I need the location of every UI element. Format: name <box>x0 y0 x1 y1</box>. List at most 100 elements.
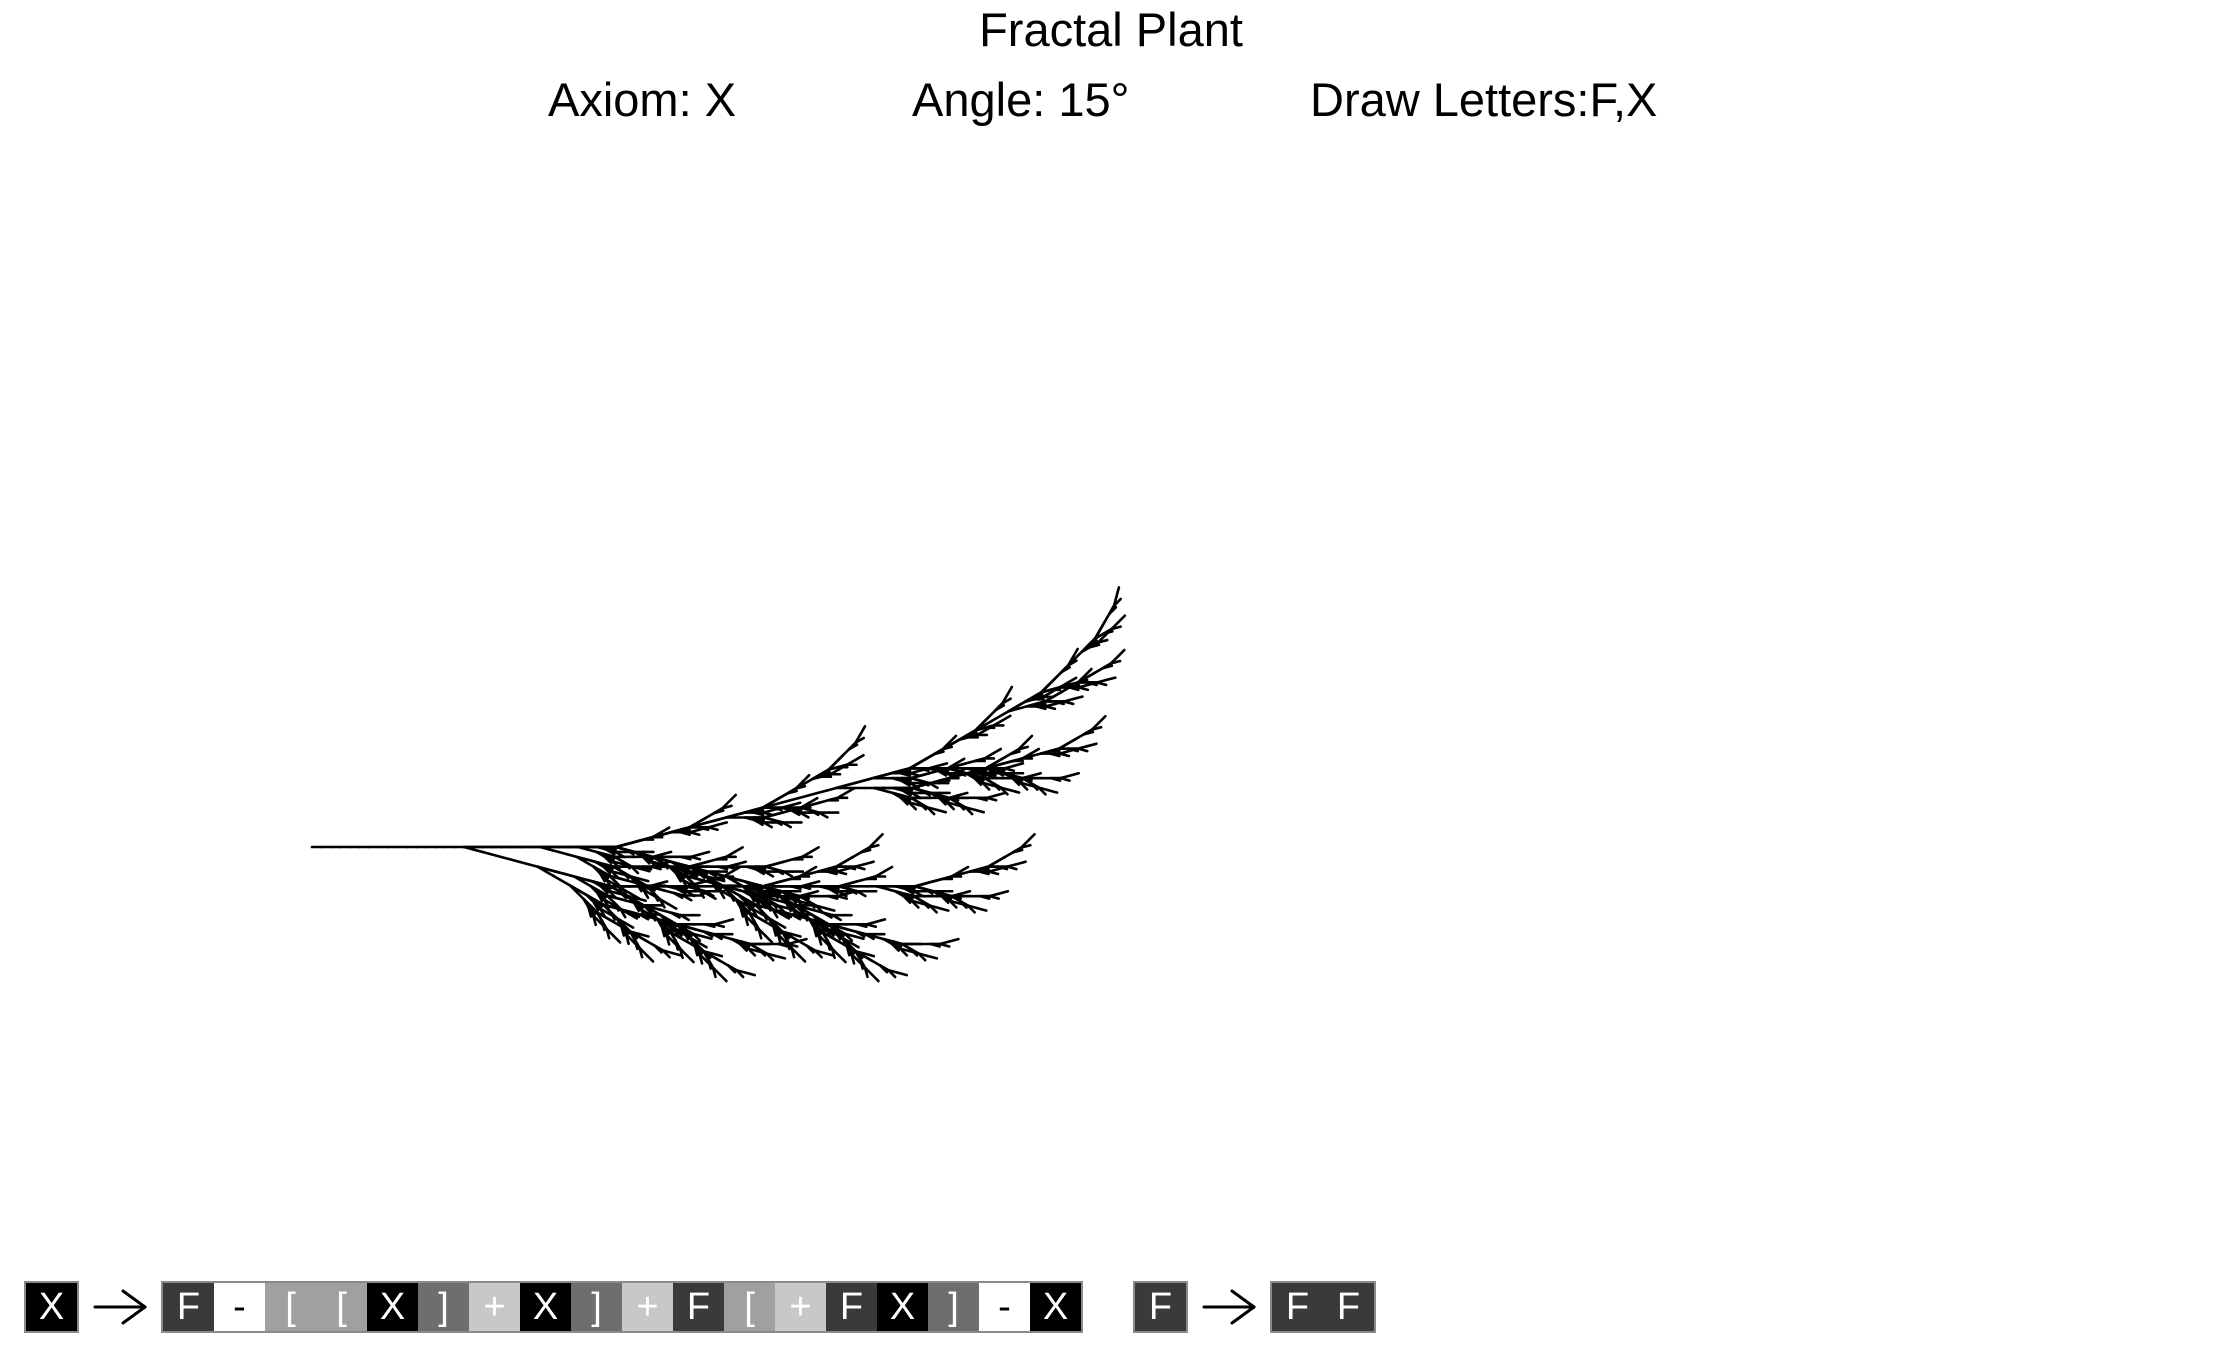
plant-segment <box>827 765 840 771</box>
plant-segment <box>807 917 818 927</box>
rule-cell-x: X <box>1030 1283 1081 1331</box>
plant-segment <box>499 855 512 861</box>
plant-segment <box>780 930 789 942</box>
plant-segment <box>858 958 867 969</box>
plant-segment <box>805 944 817 952</box>
plant-segment <box>663 889 676 895</box>
plant-segment <box>790 946 796 959</box>
plant-segment <box>660 857 673 864</box>
plant-segment <box>812 925 820 937</box>
plant-segment <box>817 933 823 946</box>
plant-segment <box>611 860 621 870</box>
plant-segment <box>608 874 618 884</box>
plant-segment <box>917 952 927 962</box>
plant-segment <box>1023 734 1034 744</box>
plant-segment <box>907 801 918 811</box>
plant-segment <box>908 781 920 790</box>
plant-segment <box>752 818 765 824</box>
plant-segment <box>592 900 602 910</box>
plant-segment <box>827 923 837 933</box>
plant-segment <box>572 875 585 881</box>
plant-segment <box>812 908 825 915</box>
plant-segment <box>1003 767 1016 773</box>
plant-segment <box>774 954 787 960</box>
plant-segment <box>802 777 814 786</box>
plant-segment <box>651 891 662 901</box>
plant-segment <box>612 900 622 911</box>
plant-segment <box>675 887 688 893</box>
plant-segment <box>826 939 834 950</box>
plant-segment <box>744 900 754 910</box>
plant-segment <box>801 910 811 921</box>
plant-segment <box>627 912 639 920</box>
plant-segment <box>823 906 836 912</box>
plant-segment <box>862 954 874 963</box>
plant-segment <box>807 889 820 896</box>
plant-segment <box>908 771 921 778</box>
plant-segment <box>807 870 820 876</box>
plant-segment <box>1030 771 1042 778</box>
plant-segment <box>912 894 924 903</box>
plant-segment <box>900 794 913 800</box>
plant-segment <box>744 971 757 977</box>
rule-cell-minus: - <box>979 1283 1030 1331</box>
plant-segment <box>1062 700 1075 706</box>
plant-segment <box>737 893 749 902</box>
plant-segment <box>775 921 787 929</box>
plant-segment <box>658 897 666 909</box>
plant-segment <box>752 919 760 931</box>
plant-segment <box>936 762 949 768</box>
plant-segment <box>659 860 671 868</box>
plant-segment <box>770 880 783 886</box>
plant-segment <box>797 939 809 948</box>
plant-segment <box>882 937 895 943</box>
plant-segment <box>624 933 630 946</box>
plant-segment <box>575 891 586 901</box>
plant-segment <box>591 865 603 873</box>
plant-segment <box>1044 705 1057 711</box>
plant-segment <box>661 949 672 959</box>
plant-segment <box>632 901 643 911</box>
plant-segment <box>938 794 951 800</box>
plant-segment <box>691 932 702 942</box>
plant-segment <box>954 757 966 765</box>
plant-segment <box>772 925 780 936</box>
plant-segment <box>955 801 967 809</box>
plant-segment <box>769 889 781 898</box>
plant-segment <box>526 862 539 868</box>
plant-segment <box>997 889 1010 896</box>
plant-segment <box>988 894 1001 900</box>
plant-segment <box>1015 860 1027 866</box>
plant-segment <box>965 729 977 737</box>
plant-segment <box>653 944 665 952</box>
plant-segment <box>612 865 623 873</box>
plant-segment <box>672 891 685 897</box>
plant-segment <box>674 871 684 882</box>
plant-segment <box>702 930 715 936</box>
plant-segment <box>928 904 939 914</box>
plant-segment <box>665 933 671 946</box>
plant-segment <box>629 892 641 901</box>
plant-segment <box>920 789 932 795</box>
plant-segment <box>645 884 655 894</box>
plant-segment <box>1037 786 1047 796</box>
plant-segment <box>825 865 838 871</box>
plant-segment <box>600 919 608 931</box>
plant-segment <box>1115 586 1121 598</box>
plant-segment <box>836 763 849 769</box>
plant-segment <box>601 903 612 913</box>
plant-segment <box>743 808 755 814</box>
plant-segment <box>791 907 799 919</box>
plant-segment <box>854 930 867 936</box>
plant-segment <box>471 848 484 854</box>
plant-segment <box>985 796 998 802</box>
plant-segment <box>741 884 753 893</box>
plant-segment <box>847 943 857 953</box>
plant-segment <box>901 789 913 795</box>
plant-segment <box>628 874 640 883</box>
plant-segment <box>681 878 689 890</box>
plant-segment <box>956 791 969 797</box>
plant-segment <box>990 714 1002 723</box>
plant-segment <box>955 762 968 768</box>
plant-segment <box>623 848 636 854</box>
